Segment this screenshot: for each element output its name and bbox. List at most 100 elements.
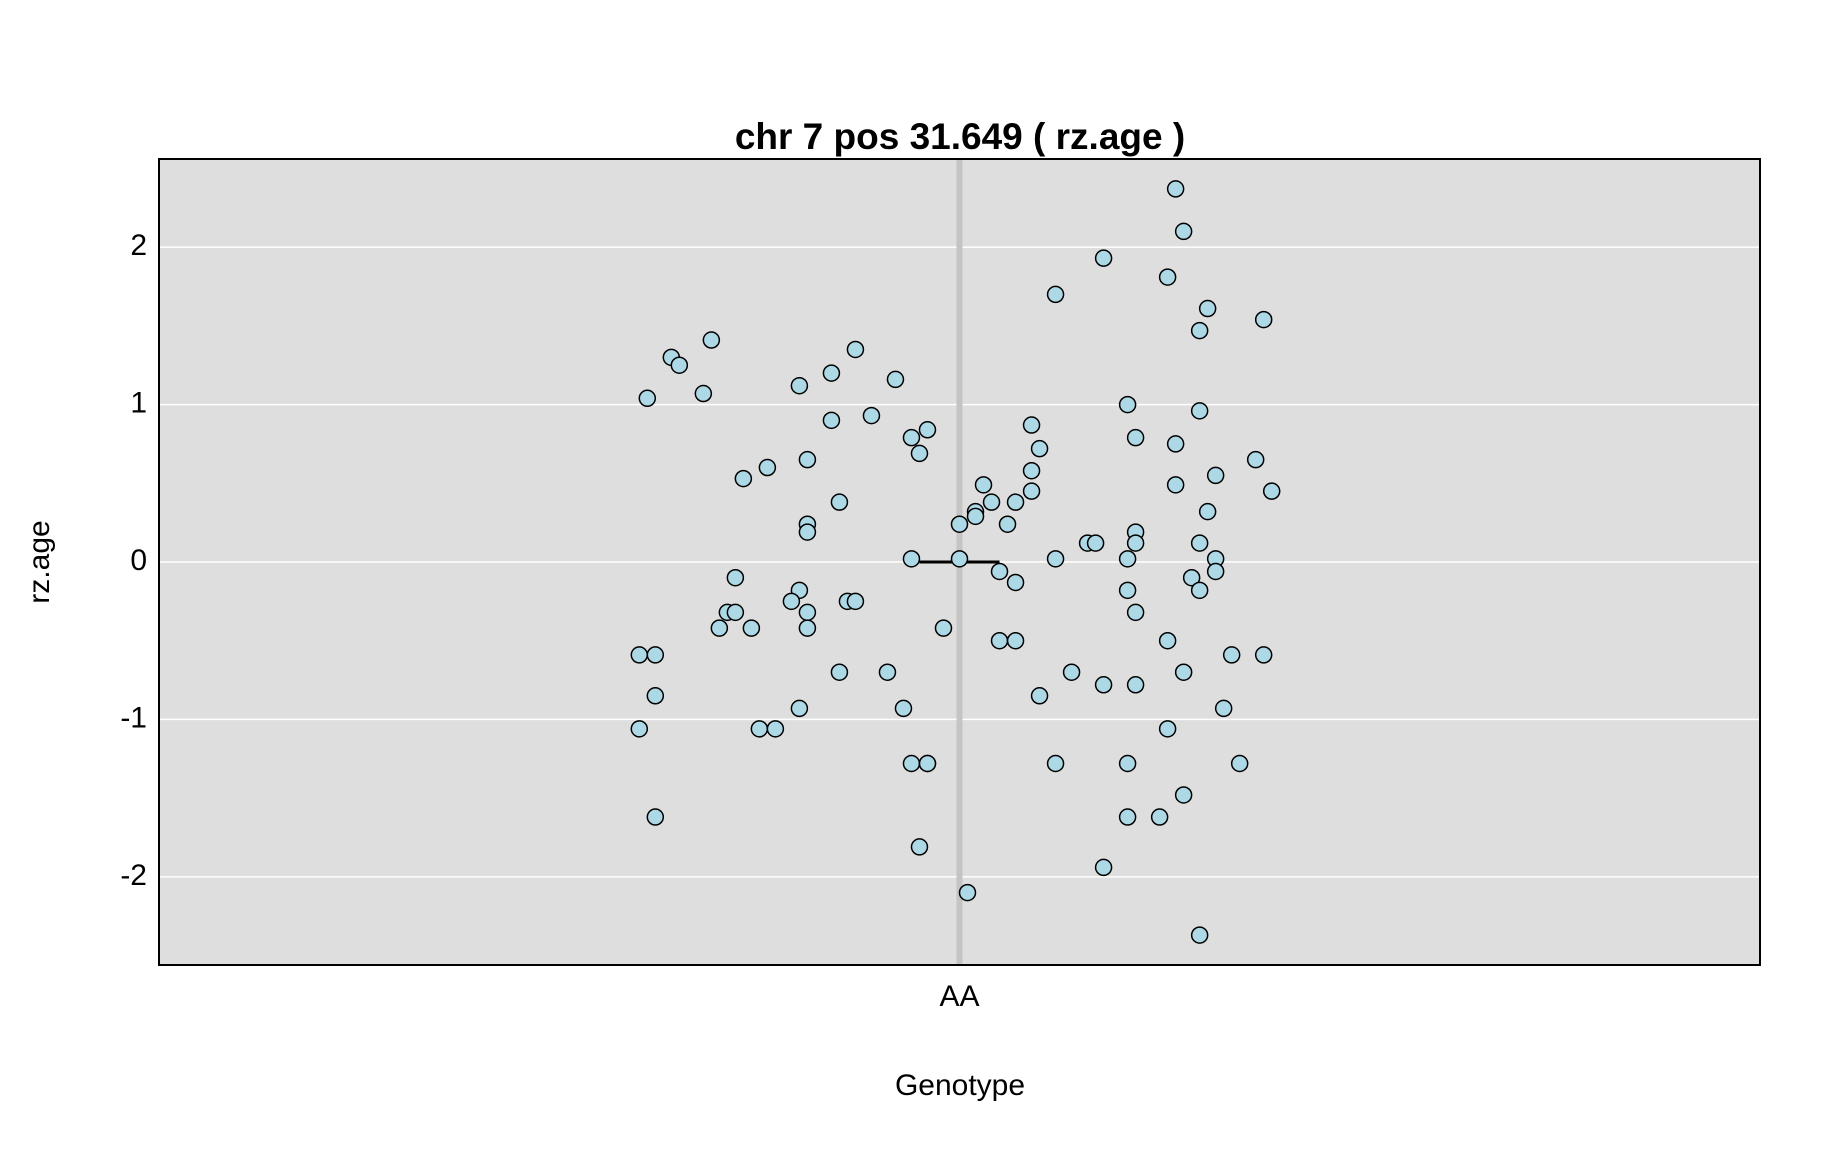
point	[1174, 663, 1193, 681]
point	[1222, 646, 1241, 664]
point	[846, 592, 865, 611]
point	[830, 493, 849, 511]
point	[758, 458, 777, 477]
point	[974, 476, 993, 494]
point	[886, 370, 905, 389]
point	[1094, 676, 1113, 694]
point	[1022, 461, 1041, 480]
point	[670, 356, 689, 374]
point	[710, 619, 729, 637]
point	[918, 421, 937, 439]
point	[798, 619, 817, 637]
point	[1246, 450, 1265, 469]
y-tick-label: 1	[130, 387, 147, 420]
point	[966, 507, 985, 526]
point	[990, 631, 1009, 650]
point	[950, 550, 969, 568]
point	[734, 469, 753, 488]
point	[1126, 428, 1145, 447]
point	[646, 646, 665, 664]
point	[998, 515, 1017, 533]
point	[1198, 299, 1217, 318]
plot-frame	[158, 158, 1761, 966]
point	[1022, 416, 1041, 434]
point	[646, 808, 665, 826]
point	[1206, 466, 1225, 485]
point	[1190, 402, 1209, 420]
point	[1158, 268, 1177, 286]
point	[902, 754, 921, 773]
point	[1198, 502, 1217, 521]
point	[1030, 687, 1049, 705]
point	[1006, 493, 1025, 511]
point	[1006, 573, 1025, 592]
point	[638, 389, 657, 408]
point	[862, 406, 881, 425]
point	[702, 331, 721, 349]
point	[694, 384, 713, 403]
point	[1118, 395, 1137, 414]
x-axis-label: Genotype	[895, 1069, 1025, 1102]
point	[1158, 631, 1177, 650]
point	[1166, 435, 1185, 453]
point	[1190, 926, 1209, 944]
point	[1190, 534, 1209, 552]
point	[1126, 603, 1145, 622]
y-axis-label: rz.age	[23, 520, 56, 603]
point	[1206, 562, 1225, 581]
point	[742, 619, 761, 637]
point	[950, 515, 969, 533]
point	[958, 883, 977, 902]
point	[1006, 631, 1025, 650]
point	[902, 550, 921, 568]
point	[1046, 754, 1065, 773]
point	[1190, 321, 1209, 340]
point	[630, 646, 649, 664]
point	[726, 568, 745, 587]
point	[798, 603, 817, 622]
point	[1094, 249, 1113, 267]
point	[646, 687, 665, 705]
point	[750, 720, 769, 738]
point	[878, 663, 897, 681]
point	[726, 603, 745, 622]
y-tick-label: 0	[130, 544, 147, 577]
point	[934, 619, 953, 637]
point	[798, 450, 817, 469]
point	[782, 592, 801, 611]
point	[990, 562, 1009, 581]
point	[894, 699, 913, 718]
point	[918, 754, 937, 773]
point	[1062, 663, 1081, 681]
x-tick-label: AA	[939, 980, 979, 1013]
point	[1118, 808, 1137, 826]
point	[766, 720, 785, 738]
point	[1046, 550, 1065, 568]
point	[1118, 581, 1137, 600]
point	[1126, 534, 1145, 552]
point	[822, 411, 841, 430]
point	[1022, 482, 1041, 500]
point	[1174, 222, 1193, 241]
point	[1126, 676, 1145, 694]
point	[1182, 568, 1201, 587]
point	[910, 838, 929, 856]
point	[822, 364, 841, 382]
point	[1150, 808, 1169, 826]
y-tick-label: 2	[130, 229, 147, 262]
point	[1214, 699, 1233, 718]
point	[1190, 581, 1209, 600]
plot-layer	[159, 159, 1760, 965]
y-tick-label: -2	[120, 859, 147, 892]
chart-title: chr 7 pos 31.649 ( rz.age )	[735, 116, 1185, 157]
point	[830, 663, 849, 681]
point	[1030, 439, 1049, 458]
point	[1094, 858, 1113, 877]
point	[790, 376, 809, 395]
point	[1262, 482, 1281, 500]
point	[1166, 180, 1185, 198]
point	[1158, 720, 1177, 738]
point	[1046, 285, 1065, 304]
point	[910, 444, 929, 463]
